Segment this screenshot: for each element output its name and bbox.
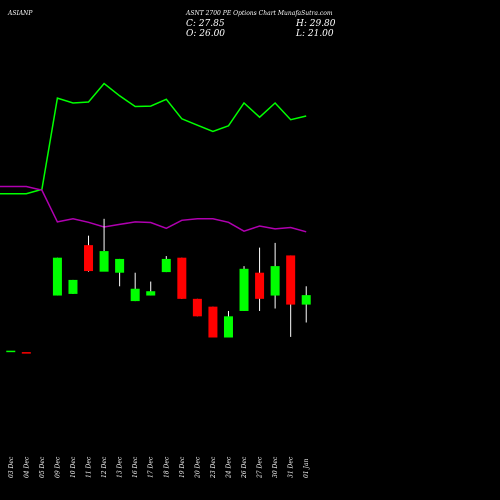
candle-body-19 [301, 295, 311, 305]
candle-body-10 [161, 258, 171, 273]
candle-body-6 [99, 251, 109, 272]
x-tick-label: 04 Dec [23, 456, 30, 478]
symbol-label: ASIANP [8, 10, 33, 17]
x-axis-labels: 03 Dec 04 Dec 05 Dec 09 Dec 10 Dec 11 Dec 12 D… [8, 456, 310, 479]
x-tick-label: 19 Dec [179, 456, 186, 478]
volume-markers [6, 350, 31, 354]
candle-body-18 [286, 255, 296, 305]
candle-body-7 [115, 258, 125, 273]
marker-0 [6, 350, 16, 353]
x-tick-label: 27 Dec [257, 456, 264, 479]
chart-title: ASNT 2700 PE Options Chart MunafaSutra.c… [186, 10, 333, 17]
x-tick-label: 24 Dec [225, 456, 232, 479]
x-tick-label: 20 Dec [194, 456, 201, 479]
x-tick-label: 26 Dec [241, 456, 248, 479]
x-tick-label: 13 Dec [117, 456, 124, 478]
x-tick-label: 05 Dec [39, 456, 46, 478]
candle-body-12 [192, 298, 202, 317]
magenta-indicator-line [0, 185, 307, 233]
x-tick-label: 01 Jan [303, 458, 310, 478]
open-value: O: 26.00 [186, 29, 226, 39]
x-tick-label: 18 Dec [163, 456, 170, 478]
candlesticks [52, 218, 311, 338]
close-value: C: 27.85 [186, 19, 225, 29]
x-tick-label: 30 Dec [272, 456, 279, 478]
marker-1 [21, 352, 31, 354]
candle-body-11 [177, 257, 187, 299]
candle-body-17 [270, 266, 280, 296]
x-tick-label: 23 Dec [210, 456, 217, 479]
x-tick-label: 03 Dec [8, 456, 15, 478]
candle-body-4 [68, 279, 78, 294]
candle-body-5 [84, 245, 94, 272]
green-indicator-line [0, 82, 307, 195]
x-tick-label: 31 Dec [288, 456, 295, 478]
candle-body-3 [52, 257, 62, 296]
x-tick-label: 12 Dec [101, 456, 108, 478]
x-tick-label: 17 Dec [148, 456, 155, 478]
candle-body-13 [208, 306, 218, 338]
candle-body-15 [239, 268, 249, 311]
low-value: L: 21.00 [296, 29, 334, 39]
x-tick-label: 10 Dec [70, 456, 77, 478]
high-value: H: 29.80 [296, 19, 336, 29]
x-tick-label: 11 Dec [86, 456, 93, 478]
candle-body-14 [223, 316, 233, 338]
x-tick-label: 16 Dec [132, 456, 139, 478]
indicator-lines [0, 82, 307, 233]
candle-body-8 [130, 288, 140, 302]
candle-body-9 [146, 291, 156, 296]
candle-body-16 [255, 272, 265, 299]
x-tick-label: 09 Dec [54, 456, 61, 478]
